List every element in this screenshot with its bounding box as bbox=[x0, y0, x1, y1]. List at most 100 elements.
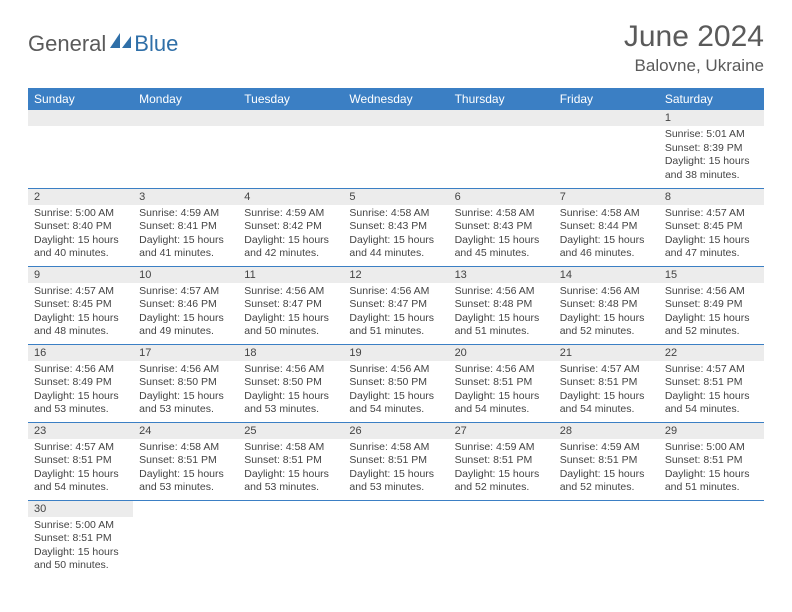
calendar-cell bbox=[659, 500, 764, 578]
logo-sail-icon bbox=[110, 28, 132, 54]
daylight-text: and 51 minutes. bbox=[349, 325, 442, 339]
daylight-text: and 50 minutes. bbox=[34, 559, 127, 573]
day-number: 27 bbox=[449, 423, 554, 439]
daylight-text: and 52 minutes. bbox=[560, 325, 653, 339]
sunset-text: Sunset: 8:45 PM bbox=[665, 220, 758, 234]
sunset-text: Sunset: 8:48 PM bbox=[455, 298, 548, 312]
daylight-text: Daylight: 15 hours bbox=[455, 234, 548, 248]
day-details: Sunrise: 4:58 AMSunset: 8:51 PMDaylight:… bbox=[238, 439, 343, 500]
sunset-text: Sunset: 8:51 PM bbox=[34, 454, 127, 468]
day-details: Sunrise: 4:56 AMSunset: 8:47 PMDaylight:… bbox=[238, 283, 343, 344]
calendar-cell: 18Sunrise: 4:56 AMSunset: 8:50 PMDayligh… bbox=[238, 344, 343, 422]
day-number: 24 bbox=[133, 423, 238, 439]
calendar-row: 2Sunrise: 5:00 AMSunset: 8:40 PMDaylight… bbox=[28, 188, 764, 266]
calendar-cell: 19Sunrise: 4:56 AMSunset: 8:50 PMDayligh… bbox=[343, 344, 448, 422]
daylight-text: and 38 minutes. bbox=[665, 169, 758, 183]
day-details: Sunrise: 4:57 AMSunset: 8:51 PMDaylight:… bbox=[554, 361, 659, 422]
logo-text-general: General bbox=[28, 31, 106, 57]
daylight-text: and 53 minutes. bbox=[349, 481, 442, 495]
daylight-text: Daylight: 15 hours bbox=[139, 312, 232, 326]
location: Balovne, Ukraine bbox=[624, 56, 764, 76]
sunrise-text: Sunrise: 5:01 AM bbox=[665, 128, 758, 142]
daylight-text: Daylight: 15 hours bbox=[34, 312, 127, 326]
calendar-cell bbox=[133, 500, 238, 578]
daylight-text: and 40 minutes. bbox=[34, 247, 127, 261]
calendar-cell bbox=[343, 500, 448, 578]
calendar-cell: 11Sunrise: 4:56 AMSunset: 8:47 PMDayligh… bbox=[238, 266, 343, 344]
daylight-text: Daylight: 15 hours bbox=[349, 390, 442, 404]
calendar-cell: 25Sunrise: 4:58 AMSunset: 8:51 PMDayligh… bbox=[238, 422, 343, 500]
weekday-header: Saturday bbox=[659, 88, 764, 110]
sunset-text: Sunset: 8:50 PM bbox=[244, 376, 337, 390]
sunrise-text: Sunrise: 4:57 AM bbox=[560, 363, 653, 377]
calendar-row: 30Sunrise: 5:00 AMSunset: 8:51 PMDayligh… bbox=[28, 500, 764, 578]
sunset-text: Sunset: 8:41 PM bbox=[139, 220, 232, 234]
calendar-cell: 4Sunrise: 4:59 AMSunset: 8:42 PMDaylight… bbox=[238, 188, 343, 266]
weekday-header: Tuesday bbox=[238, 88, 343, 110]
day-number: 11 bbox=[238, 267, 343, 283]
sunset-text: Sunset: 8:46 PM bbox=[139, 298, 232, 312]
sunrise-text: Sunrise: 4:57 AM bbox=[34, 285, 127, 299]
day-details: Sunrise: 4:56 AMSunset: 8:48 PMDaylight:… bbox=[554, 283, 659, 344]
daylight-text: Daylight: 15 hours bbox=[349, 234, 442, 248]
sunrise-text: Sunrise: 4:56 AM bbox=[244, 285, 337, 299]
sunrise-text: Sunrise: 4:59 AM bbox=[139, 207, 232, 221]
sunrise-text: Sunrise: 4:58 AM bbox=[349, 441, 442, 455]
daylight-text: Daylight: 15 hours bbox=[34, 234, 127, 248]
calendar-cell: 26Sunrise: 4:58 AMSunset: 8:51 PMDayligh… bbox=[343, 422, 448, 500]
day-number: 5 bbox=[343, 189, 448, 205]
logo-text-blue: Blue bbox=[134, 31, 178, 57]
calendar-row: 1Sunrise: 5:01 AMSunset: 8:39 PMDaylight… bbox=[28, 110, 764, 188]
sunrise-text: Sunrise: 4:58 AM bbox=[560, 207, 653, 221]
sunrise-text: Sunrise: 4:56 AM bbox=[665, 285, 758, 299]
day-details: Sunrise: 4:56 AMSunset: 8:51 PMDaylight:… bbox=[449, 361, 554, 422]
daylight-text: Daylight: 15 hours bbox=[244, 312, 337, 326]
day-number: 10 bbox=[133, 267, 238, 283]
daylight-text: and 53 minutes. bbox=[244, 403, 337, 417]
day-details: Sunrise: 4:56 AMSunset: 8:50 PMDaylight:… bbox=[343, 361, 448, 422]
calendar-table: Sunday Monday Tuesday Wednesday Thursday… bbox=[28, 88, 764, 578]
daylight-text: Daylight: 15 hours bbox=[665, 234, 758, 248]
month-title: June 2024 bbox=[624, 20, 764, 54]
daylight-text: and 54 minutes. bbox=[34, 481, 127, 495]
day-details: Sunrise: 5:01 AMSunset: 8:39 PMDaylight:… bbox=[659, 126, 764, 187]
day-details: Sunrise: 5:00 AMSunset: 8:51 PMDaylight:… bbox=[659, 439, 764, 500]
daylight-text: and 54 minutes. bbox=[349, 403, 442, 417]
sunset-text: Sunset: 8:45 PM bbox=[34, 298, 127, 312]
daylight-text: and 53 minutes. bbox=[139, 403, 232, 417]
daylight-text: and 52 minutes. bbox=[455, 481, 548, 495]
calendar-cell bbox=[28, 110, 133, 188]
sunset-text: Sunset: 8:51 PM bbox=[560, 376, 653, 390]
daylight-text: Daylight: 15 hours bbox=[244, 468, 337, 482]
daylight-text: Daylight: 15 hours bbox=[139, 234, 232, 248]
day-number: 18 bbox=[238, 345, 343, 361]
day-number: 23 bbox=[28, 423, 133, 439]
day-number: 15 bbox=[659, 267, 764, 283]
day-details: Sunrise: 4:58 AMSunset: 8:51 PMDaylight:… bbox=[133, 439, 238, 500]
daylight-text: and 50 minutes. bbox=[244, 325, 337, 339]
daylight-text: Daylight: 15 hours bbox=[560, 312, 653, 326]
weekday-header: Monday bbox=[133, 88, 238, 110]
day-details: Sunrise: 4:59 AMSunset: 8:51 PMDaylight:… bbox=[554, 439, 659, 500]
calendar-cell: 13Sunrise: 4:56 AMSunset: 8:48 PMDayligh… bbox=[449, 266, 554, 344]
day-details: Sunrise: 4:59 AMSunset: 8:42 PMDaylight:… bbox=[238, 205, 343, 266]
sunrise-text: Sunrise: 4:57 AM bbox=[139, 285, 232, 299]
daylight-text: Daylight: 15 hours bbox=[34, 468, 127, 482]
day-details: Sunrise: 4:56 AMSunset: 8:48 PMDaylight:… bbox=[449, 283, 554, 344]
daylight-text: and 54 minutes. bbox=[455, 403, 548, 417]
daylight-text: Daylight: 15 hours bbox=[455, 390, 548, 404]
daylight-text: Daylight: 15 hours bbox=[349, 312, 442, 326]
calendar-row: 16Sunrise: 4:56 AMSunset: 8:49 PMDayligh… bbox=[28, 344, 764, 422]
sunrise-text: Sunrise: 4:57 AM bbox=[34, 441, 127, 455]
weekday-header: Friday bbox=[554, 88, 659, 110]
day-details: Sunrise: 4:58 AMSunset: 8:43 PMDaylight:… bbox=[343, 205, 448, 266]
sunset-text: Sunset: 8:40 PM bbox=[34, 220, 127, 234]
sunrise-text: Sunrise: 4:58 AM bbox=[139, 441, 232, 455]
sunrise-text: Sunrise: 4:56 AM bbox=[560, 285, 653, 299]
calendar-cell: 5Sunrise: 4:58 AMSunset: 8:43 PMDaylight… bbox=[343, 188, 448, 266]
day-number: 12 bbox=[343, 267, 448, 283]
sunset-text: Sunset: 8:47 PM bbox=[244, 298, 337, 312]
weekday-header: Sunday bbox=[28, 88, 133, 110]
daylight-text: Daylight: 15 hours bbox=[455, 312, 548, 326]
daylight-text: and 46 minutes. bbox=[560, 247, 653, 261]
